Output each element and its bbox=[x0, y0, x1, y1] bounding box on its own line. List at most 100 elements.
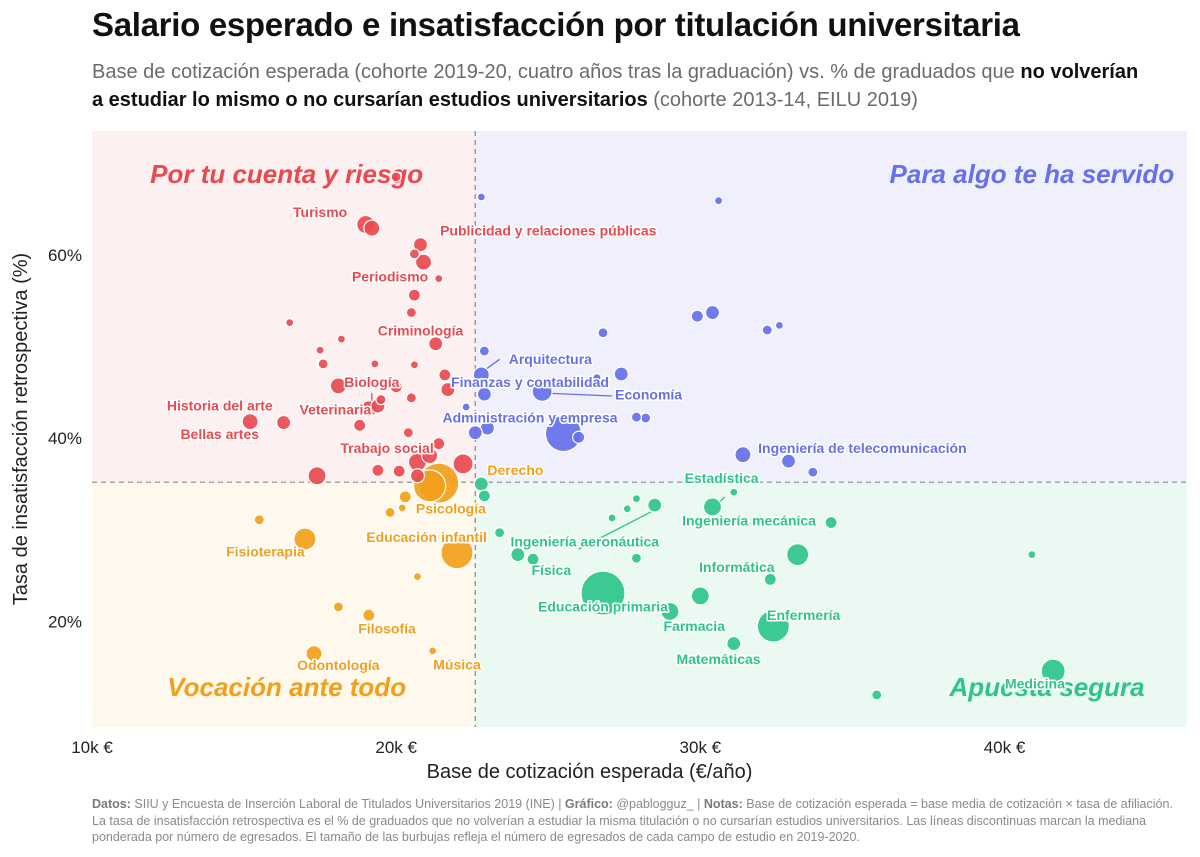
y-tick-label: 40% bbox=[48, 429, 82, 448]
bubbles bbox=[241, 171, 1066, 701]
point-label-9: Arquitectura bbox=[509, 351, 592, 367]
bubble-tl-81 bbox=[409, 360, 420, 370]
point-label-13: Ingeniería de telecomunicación bbox=[758, 440, 967, 456]
bubble-tl-30 bbox=[276, 414, 292, 431]
point-label-20: Música bbox=[433, 656, 481, 672]
bubble-tr-49 bbox=[572, 430, 586, 444]
bubble-tl-29 bbox=[440, 381, 456, 398]
x-tick-label: 20k € bbox=[375, 738, 417, 757]
bubble-tr-67 bbox=[630, 411, 643, 423]
bubble-tr-24 bbox=[734, 446, 752, 464]
bubble-tl-57 bbox=[390, 171, 402, 183]
bubble-br-93 bbox=[729, 487, 739, 497]
point-label-17: Fisioterapia bbox=[226, 543, 305, 559]
point-label-21: Estadística bbox=[685, 470, 759, 486]
bubble-tr-86 bbox=[774, 320, 785, 330]
axes: 10k € 20k € 30k € 40k € 20% 40% 60% Base de cot… bbox=[10, 246, 1026, 783]
bubble-bl-87 bbox=[397, 503, 407, 513]
bubble-bl-72 bbox=[332, 601, 344, 613]
scatter-chart: Por tu cuenta y riesgo Para algo te ha se… bbox=[10, 131, 1187, 783]
bubble-tl-45 bbox=[353, 418, 367, 432]
bubble-tr-66 bbox=[639, 412, 652, 424]
bubble-tl-46 bbox=[432, 437, 446, 451]
bubble-br-55 bbox=[763, 572, 777, 586]
quadrant-label-tr: Para algo te ha servido bbox=[890, 159, 1175, 189]
bubble-bl-71 bbox=[384, 506, 396, 519]
bubble-bl-70 bbox=[253, 514, 265, 526]
point-label-7: Bellas artes bbox=[180, 426, 259, 442]
point-label-14: Derecho bbox=[487, 462, 543, 478]
bubble-br-38 bbox=[473, 476, 489, 492]
point-label-3: Criminología bbox=[378, 323, 464, 339]
bubble-tr-36 bbox=[704, 304, 721, 321]
footer-notas-label: Notas: bbox=[703, 797, 743, 811]
bubble-tl-44 bbox=[389, 380, 403, 394]
bubble-tl-62 bbox=[405, 392, 417, 404]
bubble-tl-79 bbox=[336, 334, 347, 344]
point-label-18: Filosofía bbox=[358, 621, 416, 637]
bubble-tl-42 bbox=[407, 288, 422, 302]
bubble-tr-37 bbox=[780, 453, 797, 469]
bubble-tl-76 bbox=[434, 274, 444, 284]
point-label-12: Administración y empresa bbox=[442, 410, 617, 426]
point-label-24: Física bbox=[531, 562, 571, 578]
point-label-5: Historia del arte bbox=[167, 398, 273, 414]
footer-datos-text: SIIU y Encuesta de Inserción Laboral de … bbox=[130, 797, 565, 811]
point-label-22: Ingeniería mecánica bbox=[682, 512, 816, 528]
bubble-br-53 bbox=[477, 489, 491, 503]
bubble-br-73 bbox=[493, 527, 506, 539]
point-label-16: Educación infantil bbox=[366, 529, 487, 545]
footer-datos-label: Datos: bbox=[92, 797, 131, 811]
x-tick-label: 10k € bbox=[71, 738, 113, 757]
bubble-br-74 bbox=[630, 552, 643, 564]
bubble-tr-64 bbox=[478, 345, 490, 357]
bubble-tl-60 bbox=[317, 358, 329, 370]
x-tick-label: 40k € bbox=[984, 738, 1026, 757]
bubble-tl-58 bbox=[408, 248, 421, 260]
bubble-br-92 bbox=[631, 494, 642, 504]
bubble-bl-7 bbox=[293, 527, 317, 551]
bubble-tl-17 bbox=[363, 219, 381, 237]
bubble-br-54 bbox=[526, 552, 540, 566]
bubble-br-90 bbox=[607, 513, 617, 523]
bubble-tr-68 bbox=[761, 324, 773, 336]
bubble-tl-18 bbox=[414, 253, 433, 271]
bubble-bl-89 bbox=[428, 646, 438, 656]
bubble-br-16 bbox=[702, 497, 723, 517]
footer-notas-text: Base de cotización esperada = base media… bbox=[92, 797, 1173, 844]
bubble-br-94 bbox=[1027, 550, 1037, 560]
point-label-4: Biología bbox=[344, 374, 399, 390]
quadrant-bg-bl bbox=[92, 482, 476, 727]
bubble-br-39 bbox=[510, 547, 526, 563]
bubble-tr-83 bbox=[461, 402, 471, 412]
bubble-tl-77 bbox=[285, 318, 295, 328]
bubble-tr-65 bbox=[597, 327, 609, 339]
bubble-tl-19 bbox=[329, 377, 347, 395]
y-axis-label: Tasa de insatisfacción retrospectiva (%) bbox=[10, 253, 32, 605]
bubble-tr-69 bbox=[807, 466, 819, 478]
chart-subtitle: Base de cotización esperada (cohorte 201… bbox=[92, 58, 1152, 114]
bubble-tl-22 bbox=[421, 446, 439, 465]
chart-title: Salario esperado e insatisfacción por ti… bbox=[92, 6, 1020, 43]
bubble-bl-4 bbox=[440, 536, 474, 570]
bubble-tl-43 bbox=[438, 368, 452, 382]
bubble-tr-32 bbox=[476, 386, 492, 402]
quadrant-label-bl: Vocación ante todo bbox=[167, 672, 406, 702]
point-label-26: Educación primaria bbox=[538, 599, 668, 615]
bubble-br-91 bbox=[622, 504, 632, 514]
y-tick-label: 20% bbox=[48, 613, 82, 632]
bubble-bl-88 bbox=[412, 572, 423, 582]
bubble-br-0 bbox=[580, 570, 626, 616]
bubble-br-6 bbox=[1040, 658, 1066, 684]
bubble-tl-31 bbox=[409, 468, 426, 484]
bubble-bl-51 bbox=[398, 490, 412, 504]
point-label-1: Publicidad y relaciones públicas bbox=[440, 223, 657, 239]
bubble-tr-50 bbox=[690, 309, 704, 323]
bubble-tr-34 bbox=[467, 425, 483, 441]
bubble-bl-52 bbox=[362, 608, 376, 622]
y-tick-label: 60% bbox=[48, 246, 82, 265]
quadrant-label-tl: Por tu cuenta y riesgo bbox=[150, 159, 423, 189]
bubble-bl-25 bbox=[305, 645, 323, 663]
bubble-tl-61 bbox=[375, 394, 387, 406]
leader-line-2 bbox=[548, 392, 613, 397]
